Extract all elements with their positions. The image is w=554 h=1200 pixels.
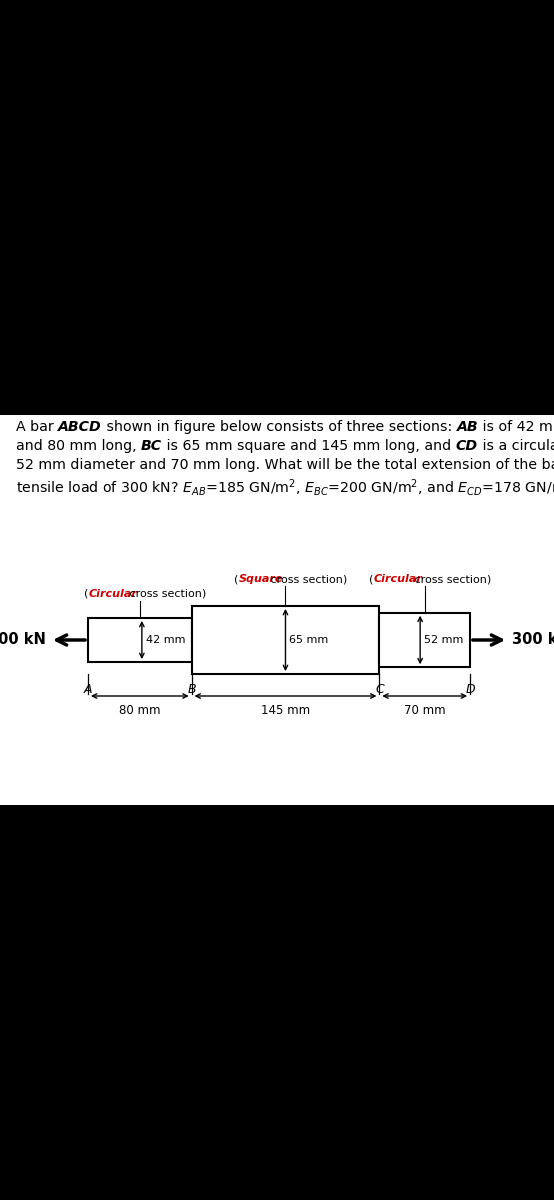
Text: cross section): cross section) bbox=[126, 589, 206, 599]
Text: Square: Square bbox=[239, 574, 284, 584]
Text: and 80 mm long,: and 80 mm long, bbox=[16, 439, 141, 452]
Text: Circular: Circular bbox=[89, 589, 137, 599]
Text: 70 mm: 70 mm bbox=[404, 704, 445, 716]
Text: (: ( bbox=[369, 574, 373, 584]
Bar bbox=[379, 613, 470, 667]
Text: cross section): cross section) bbox=[411, 574, 491, 584]
Text: ABCD: ABCD bbox=[58, 420, 102, 434]
Text: 145 mm: 145 mm bbox=[261, 704, 310, 716]
Text: C: C bbox=[375, 683, 384, 696]
Text: A bar: A bar bbox=[16, 420, 58, 434]
Text: B: B bbox=[187, 683, 196, 696]
Text: tensile load of 300 kN? $\mathit{E}_{AB}$=185 GN/m$^{2}$, $\mathit{E}_{BC}$=200 : tensile load of 300 kN? $\mathit{E}_{AB}… bbox=[16, 476, 554, 498]
Text: cross section): cross section) bbox=[267, 574, 347, 584]
Text: (: ( bbox=[84, 589, 89, 599]
Text: AB: AB bbox=[456, 420, 478, 434]
Text: 52 mm: 52 mm bbox=[424, 635, 464, 646]
Text: 65 mm: 65 mm bbox=[290, 635, 329, 646]
Text: is 65 mm square and 145 mm long, and: is 65 mm square and 145 mm long, and bbox=[162, 439, 456, 452]
Text: BC: BC bbox=[141, 439, 162, 452]
Text: CD: CD bbox=[456, 439, 478, 452]
Text: Circular: Circular bbox=[373, 574, 423, 584]
Text: 300 kN: 300 kN bbox=[512, 632, 554, 648]
Bar bbox=[0, 415, 554, 805]
Text: 80 mm: 80 mm bbox=[119, 704, 161, 716]
Text: 300 kN: 300 kN bbox=[0, 632, 46, 648]
Text: D: D bbox=[465, 683, 475, 696]
Text: is a circular section of: is a circular section of bbox=[478, 439, 554, 452]
Text: (: ( bbox=[234, 574, 239, 584]
Bar bbox=[192, 606, 379, 674]
Bar bbox=[88, 618, 192, 662]
Text: is of 42 mm diameter: is of 42 mm diameter bbox=[478, 420, 554, 434]
Text: A: A bbox=[84, 683, 93, 696]
Text: shown in figure below consists of three sections:: shown in figure below consists of three … bbox=[102, 420, 456, 434]
Text: 52 mm diameter and 70 mm long. What will be the total extension of the bar under: 52 mm diameter and 70 mm long. What will… bbox=[16, 458, 554, 472]
Text: 42 mm: 42 mm bbox=[146, 635, 186, 646]
